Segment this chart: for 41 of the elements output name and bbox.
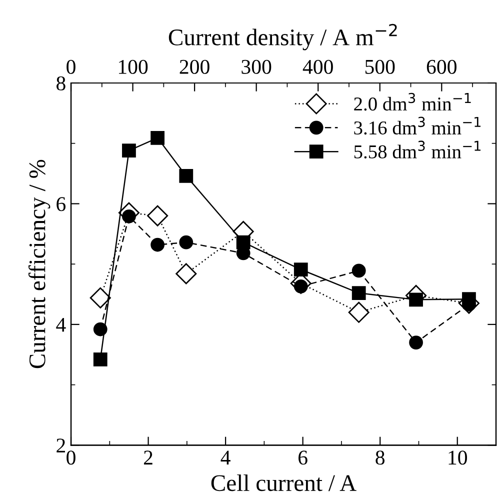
x2-axis-title: Current density / A m$^{−2}$ <box>168 24 397 50</box>
x2-tick-label: 100 <box>118 60 148 74</box>
point <box>90 287 111 308</box>
point <box>236 235 250 250</box>
x2-tick-label: 200 <box>180 60 210 74</box>
y-tick-label: 2 <box>56 438 66 452</box>
x-tick-label: 10 <box>448 450 467 465</box>
point <box>93 322 108 336</box>
y-tick-label: 8 <box>56 76 66 90</box>
point <box>150 238 165 252</box>
point <box>294 262 308 276</box>
point <box>409 292 423 307</box>
point <box>176 263 197 284</box>
legend-label: 3.16 dm$^{3}$ min$^{−1}$ <box>354 116 481 135</box>
x2-tick-label: 400 <box>302 60 333 74</box>
point <box>122 144 136 158</box>
legend-label: 2.0 dm$^{3}$ min$^{−1}$ <box>354 92 471 111</box>
x-tick-label: 6 <box>298 450 308 465</box>
x-tick-label: 4 <box>220 450 230 464</box>
x2-tick-label: 0 <box>66 60 76 74</box>
y-axis-title: Current efficiency / % <box>28 160 50 368</box>
y-tick-label: 6 <box>56 197 66 212</box>
point <box>352 286 366 300</box>
point <box>179 235 194 250</box>
point <box>150 130 165 145</box>
y-tick-label: 4 <box>56 318 66 332</box>
point <box>93 352 108 366</box>
legend-label: 5.58 dm$^{3}$ min$^{−1}$ <box>354 140 481 159</box>
x2-tick-label: 600 <box>426 60 456 74</box>
x-axis-title: Cell current / A <box>211 474 356 492</box>
x-tick-label: 2 <box>144 450 152 464</box>
point <box>409 336 423 350</box>
point <box>348 302 370 323</box>
point <box>352 264 366 278</box>
point <box>462 292 476 306</box>
x2-tick-label: 500 <box>365 60 395 74</box>
x-tick-label: 8 <box>376 450 385 465</box>
point <box>179 169 194 183</box>
x-tick-label: 0 <box>66 450 76 465</box>
point <box>147 205 168 226</box>
x2-tick-label: 300 <box>242 60 272 74</box>
